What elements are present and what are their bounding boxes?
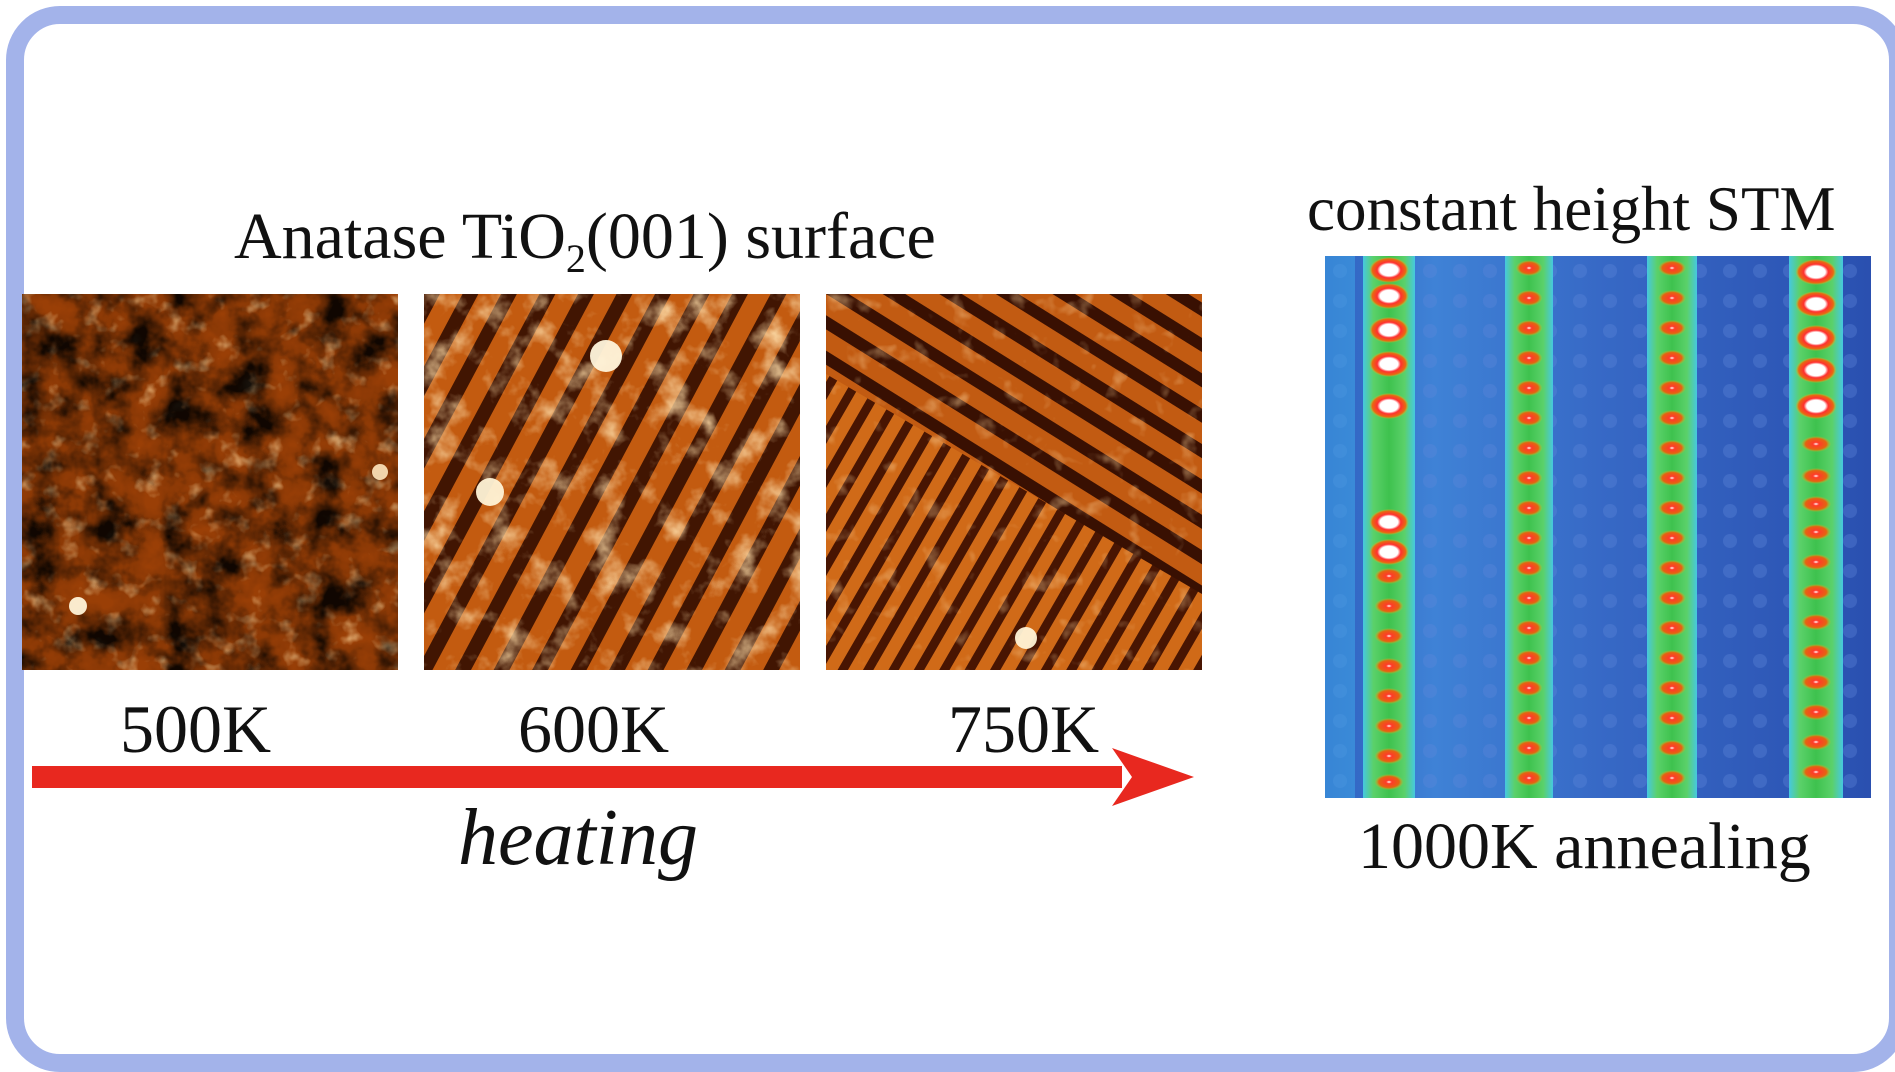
stm-image-750k bbox=[826, 294, 1202, 670]
stm-spot bbox=[1658, 710, 1686, 726]
stm-spot bbox=[1374, 658, 1404, 674]
stm-spot bbox=[1658, 290, 1686, 306]
heating-label: heating bbox=[458, 794, 698, 882]
stm-bright-spot bbox=[1369, 393, 1409, 419]
stm-spot bbox=[1515, 500, 1543, 516]
stm-spot bbox=[1658, 470, 1686, 486]
stm-spot bbox=[1800, 554, 1832, 570]
stm-spot bbox=[1515, 740, 1543, 756]
stm-bright-spot bbox=[1369, 283, 1409, 309]
stm-bright-spot bbox=[1369, 351, 1409, 377]
stm-spot bbox=[1658, 590, 1686, 606]
stm-spot bbox=[1374, 748, 1404, 764]
stm-image-500k bbox=[22, 294, 398, 670]
stm-image-600k bbox=[424, 294, 800, 670]
stm-spot bbox=[1658, 560, 1686, 576]
stm-spot bbox=[1515, 680, 1543, 696]
stm-spot bbox=[1515, 560, 1543, 576]
stm-spot bbox=[1800, 436, 1832, 452]
stm-spot bbox=[1800, 496, 1832, 512]
temperature-label-600k: 600K bbox=[518, 691, 670, 767]
stm-row-3 bbox=[1647, 256, 1697, 798]
stm-spot bbox=[1800, 674, 1832, 690]
stm-spot bbox=[1658, 740, 1686, 756]
stm-spot bbox=[1658, 410, 1686, 426]
stm-spot bbox=[1515, 260, 1543, 276]
stm-bright-spot bbox=[1369, 257, 1409, 283]
stm-bright-spot bbox=[1369, 317, 1409, 343]
stm-bright-spot bbox=[1795, 259, 1837, 285]
stm-spot bbox=[1658, 500, 1686, 516]
stm-spot bbox=[1515, 410, 1543, 426]
stm-spot bbox=[1515, 470, 1543, 486]
stm-spot bbox=[1800, 524, 1832, 540]
stm-spot bbox=[1658, 260, 1686, 276]
stm-spot bbox=[1658, 770, 1686, 786]
stm-spot bbox=[1658, 350, 1686, 366]
annealing-caption: 1000K annealing bbox=[1358, 810, 1811, 883]
stm-spot bbox=[1800, 644, 1832, 660]
stm-spot bbox=[1658, 650, 1686, 666]
stm-spot bbox=[1515, 620, 1543, 636]
stm-spot bbox=[1515, 290, 1543, 306]
stm-spot bbox=[1374, 774, 1404, 790]
stm-spot bbox=[1800, 584, 1832, 600]
stm-bright-spot bbox=[1369, 509, 1409, 535]
stm-spot bbox=[1374, 688, 1404, 704]
stm-spot bbox=[1515, 350, 1543, 366]
stm-spot bbox=[1658, 620, 1686, 636]
stm-spot bbox=[1515, 710, 1543, 726]
stm-bright-spot bbox=[1795, 393, 1837, 419]
stm-spot bbox=[1374, 568, 1404, 584]
stm-bright-spot bbox=[1369, 539, 1409, 565]
heating-arrow bbox=[32, 748, 1194, 806]
constant-height-stm-image bbox=[1325, 256, 1871, 798]
stm-spot bbox=[1658, 680, 1686, 696]
stm-spot bbox=[1658, 440, 1686, 456]
temperature-label-500k: 500K bbox=[120, 691, 272, 767]
stm-spot bbox=[1374, 718, 1404, 734]
surface-title: Anatase TiO2(001) surface bbox=[234, 200, 936, 281]
stm-spot bbox=[1515, 590, 1543, 606]
stm-spot bbox=[1374, 598, 1404, 614]
stm-spot bbox=[1515, 440, 1543, 456]
stm-spot bbox=[1800, 468, 1832, 484]
stm-spot bbox=[1515, 320, 1543, 336]
stm-spot bbox=[1658, 530, 1686, 546]
temperature-label-750k: 750K bbox=[948, 691, 1100, 767]
stm-spot bbox=[1658, 380, 1686, 396]
stm-spot bbox=[1800, 764, 1832, 780]
stm-spot bbox=[1515, 380, 1543, 396]
stm-spot bbox=[1658, 320, 1686, 336]
stm-spot bbox=[1515, 530, 1543, 546]
stm-spot bbox=[1800, 734, 1832, 750]
stm-spot bbox=[1515, 770, 1543, 786]
stm-row-2 bbox=[1505, 256, 1553, 798]
stm-spot bbox=[1800, 704, 1832, 720]
stm-bright-spot bbox=[1795, 325, 1837, 351]
stm-bright-spot bbox=[1795, 357, 1837, 383]
stm-bright-spot bbox=[1795, 291, 1837, 317]
stm-title: constant height STM bbox=[1307, 174, 1836, 244]
stm-spot bbox=[1515, 650, 1543, 666]
stm-spot bbox=[1800, 614, 1832, 630]
stm-spot bbox=[1374, 628, 1404, 644]
